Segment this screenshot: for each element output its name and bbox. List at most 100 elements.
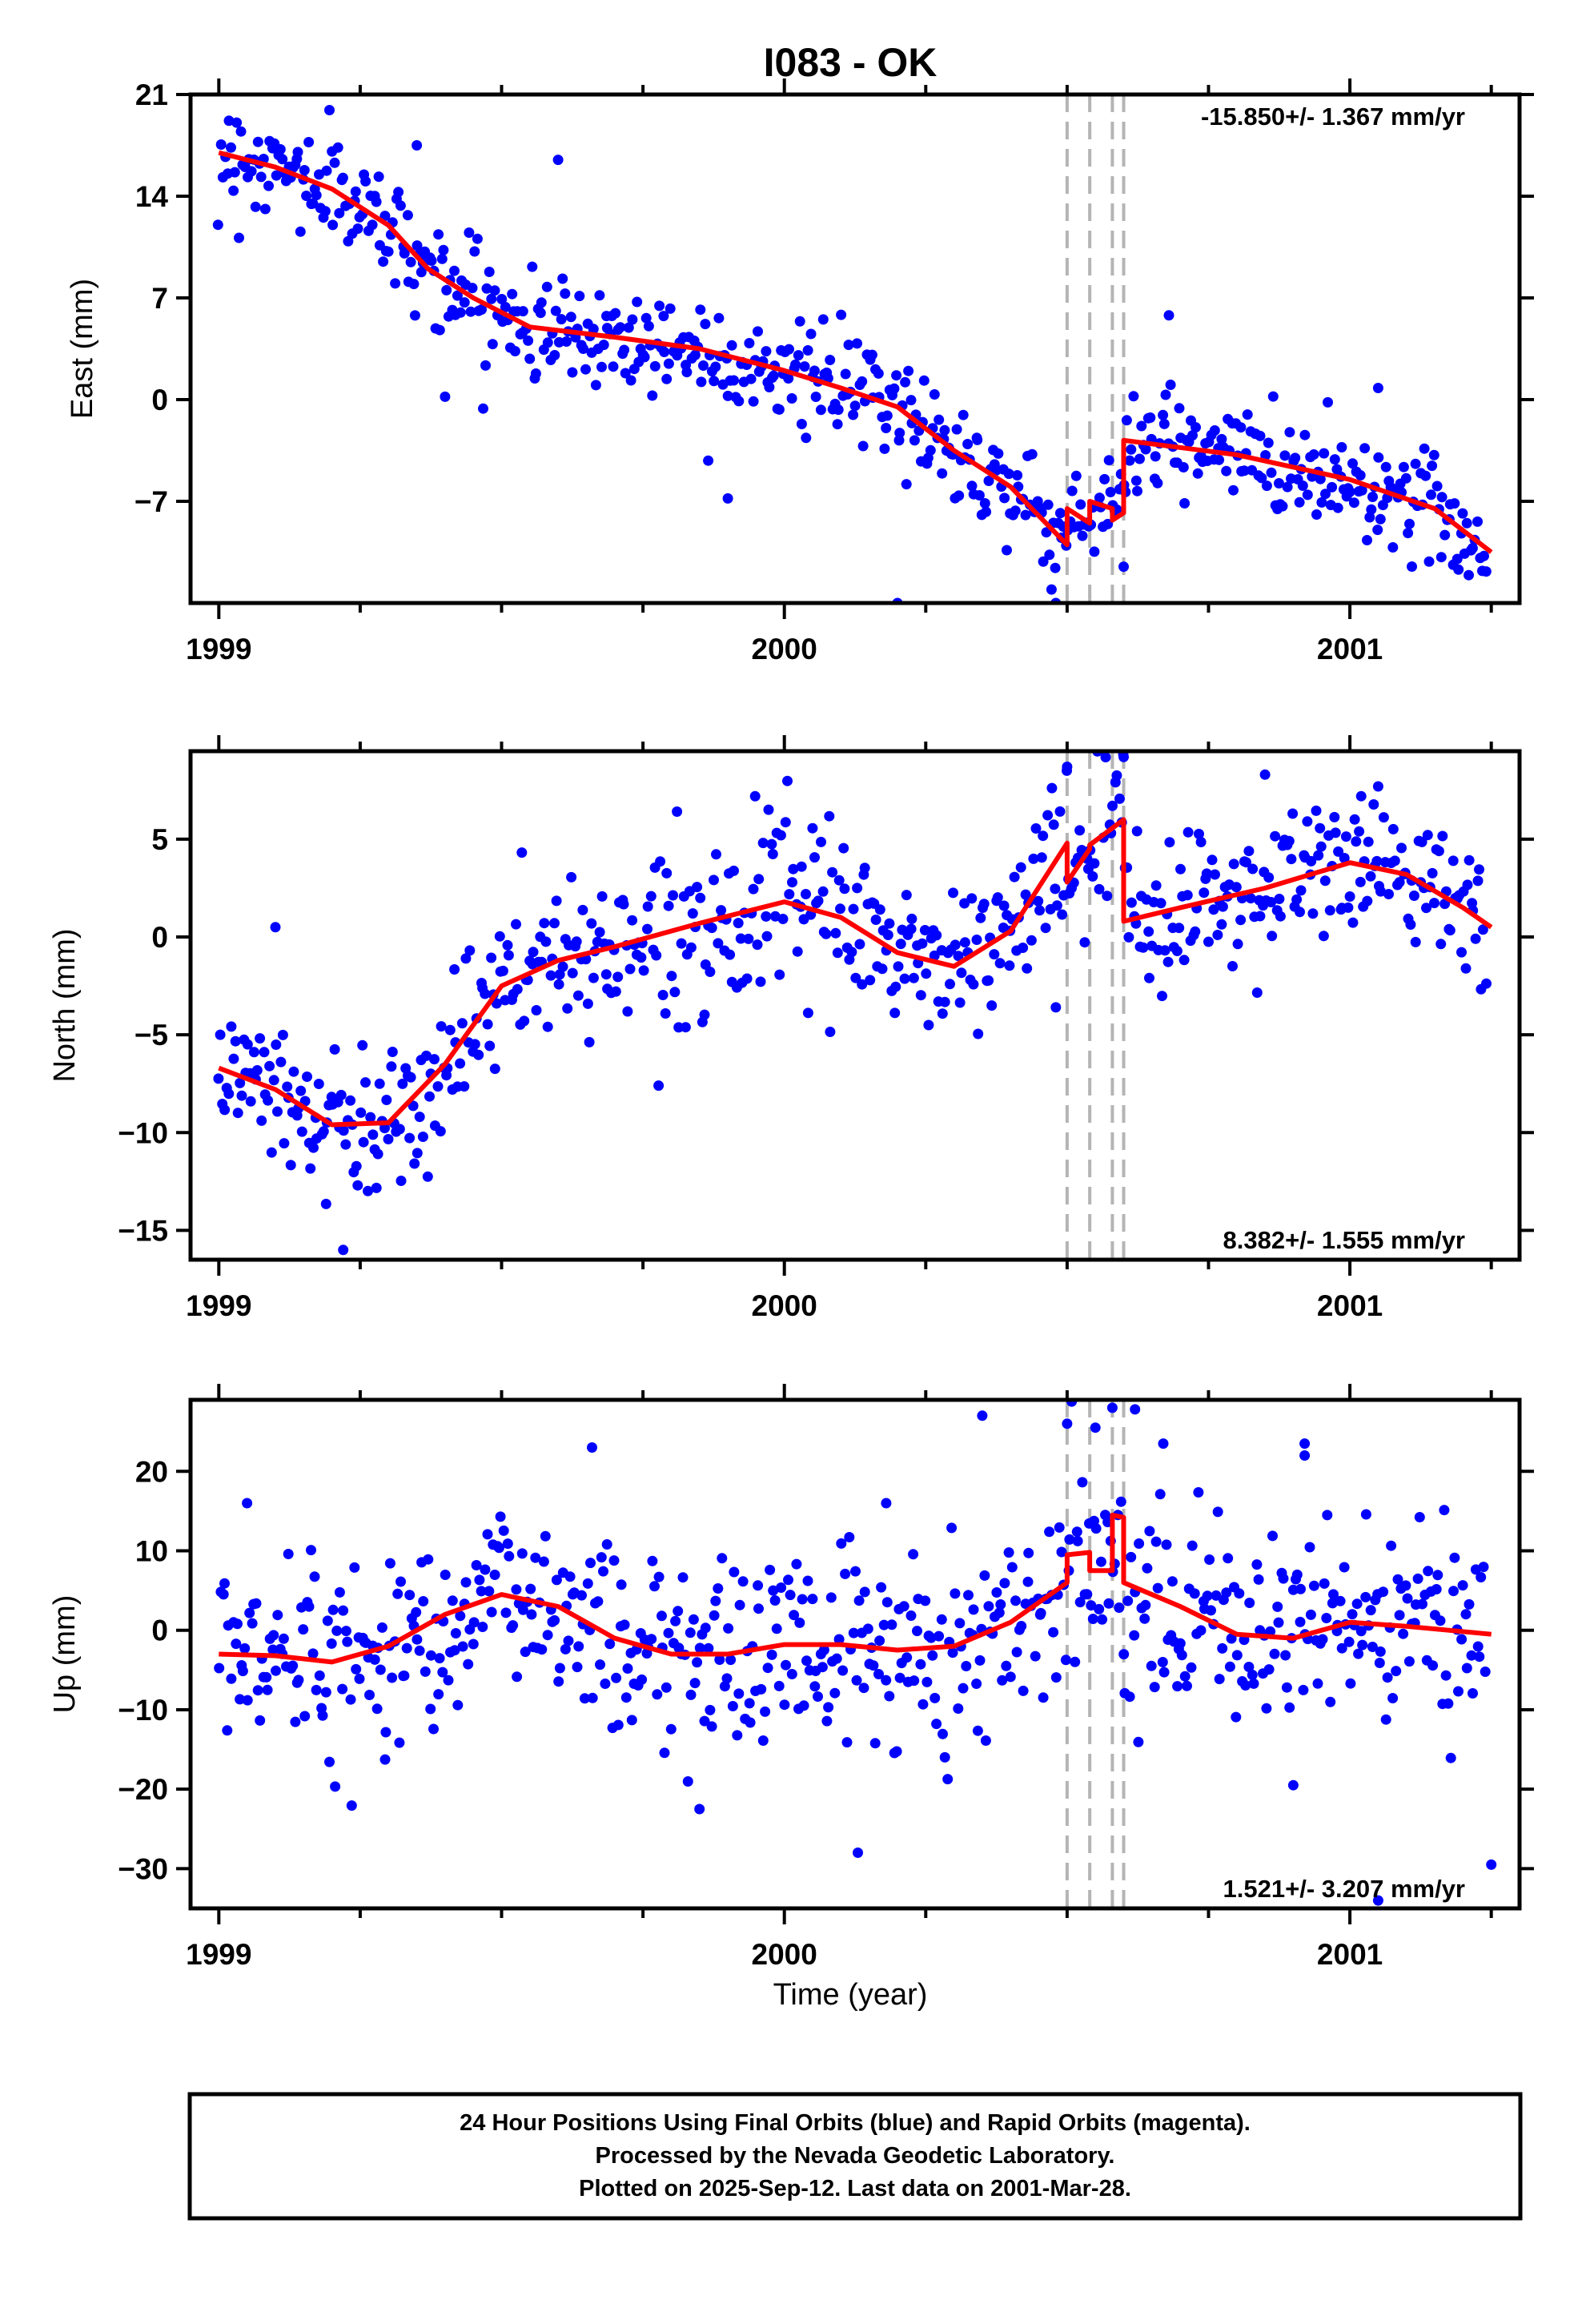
data-point: [1445, 1752, 1456, 1763]
data-point: [1216, 433, 1227, 444]
data-point: [816, 836, 826, 847]
data-point: [1263, 872, 1275, 883]
y-axis-label-east: East (mm): [66, 279, 99, 419]
data-point: [1290, 452, 1301, 464]
data-point: [588, 324, 599, 335]
data-point: [502, 1538, 513, 1550]
data-point: [585, 1558, 596, 1569]
data-point: [1255, 430, 1266, 441]
data-point: [1313, 850, 1324, 861]
data-point: [1182, 1680, 1192, 1691]
data-point: [313, 1079, 324, 1089]
data-point: [1431, 480, 1443, 492]
data-point: [729, 1566, 740, 1578]
data-point: [494, 1542, 504, 1554]
data-point: [571, 936, 582, 947]
footer-line-3: Plotted on 2025-Sep-12. Last data on 200…: [579, 2176, 1131, 2201]
data-point: [1231, 882, 1242, 893]
data-point: [1291, 894, 1303, 905]
data-point: [1155, 898, 1166, 909]
data-point: [248, 1047, 259, 1058]
x-tick-label: 2001: [1317, 1289, 1383, 1322]
panel-up: 20 10 0 −10 −20 −30 1999 2000 2001 Up (mm) 1.521+/…: [48, 1384, 1534, 1971]
data-point: [748, 396, 759, 407]
data-point: [610, 986, 621, 997]
data-point: [517, 306, 528, 317]
data-point: [1079, 937, 1090, 948]
data-point: [696, 376, 707, 388]
data-point: [881, 1675, 892, 1686]
data-point: [270, 922, 281, 933]
data-point: [393, 187, 404, 198]
data-point: [1166, 1576, 1178, 1587]
data-point: [1231, 1650, 1243, 1661]
data-point: [542, 337, 553, 348]
data-point: [721, 1673, 733, 1684]
data-point: [601, 1539, 612, 1550]
data-point: [1378, 812, 1389, 823]
data-point: [436, 253, 448, 264]
data-point: [551, 895, 562, 907]
data-point: [355, 1107, 367, 1118]
data-point: [757, 1735, 769, 1746]
data-point: [647, 1555, 658, 1566]
data-point: [1040, 923, 1051, 934]
data-point: [1319, 1578, 1330, 1589]
data-point: [1154, 1489, 1166, 1500]
data-point: [825, 1027, 836, 1037]
data-point: [266, 1147, 277, 1158]
data-point: [330, 1781, 341, 1792]
data-point: [950, 939, 961, 951]
data-point: [1433, 846, 1444, 857]
data-point: [512, 983, 523, 995]
data-point: [1103, 1598, 1114, 1609]
data-point: [1071, 1526, 1082, 1538]
data-point: [496, 294, 508, 304]
y-axis-label-north: North (mm): [48, 928, 82, 1082]
fit-line-north: [218, 817, 1493, 1128]
data-point: [1231, 1711, 1242, 1723]
data-point: [927, 1650, 938, 1661]
data-point: [473, 1049, 484, 1060]
data-point: [756, 1683, 767, 1695]
data-point: [974, 1655, 986, 1666]
data-point: [309, 1571, 320, 1582]
scatter-points-north: [213, 751, 1492, 1256]
data-point: [405, 1072, 416, 1083]
data-point: [322, 1615, 333, 1626]
data-point: [232, 1108, 243, 1119]
data-point: [371, 1182, 382, 1193]
data-point: [994, 1607, 1005, 1618]
scatter-points-up: [214, 1400, 1497, 1906]
data-point: [1026, 448, 1038, 460]
data-point: [1191, 422, 1201, 433]
data-point: [1472, 516, 1483, 527]
data-point: [1315, 473, 1326, 485]
data-point: [405, 256, 416, 267]
data-point: [1046, 584, 1057, 595]
data-point: [1447, 855, 1459, 866]
data-point: [1287, 808, 1299, 819]
data-point: [1263, 1664, 1275, 1675]
data-point: [619, 1619, 630, 1630]
data-point: [1060, 1655, 1071, 1666]
data-point: [587, 1442, 597, 1453]
panel-north: 5 0 −5 −10 −15 1999 2000 2001 North (mm) 8.382+/-…: [48, 735, 1534, 1322]
data-point: [796, 419, 807, 429]
data-point: [553, 1676, 564, 1687]
data-point: [640, 312, 652, 324]
data-point: [577, 904, 588, 915]
data-point: [1070, 470, 1082, 481]
data-point: [1435, 939, 1447, 950]
panel-east: 21 14 7 0 −7 1999 2000 2001 East (mm) -15.850+/- …: [66, 78, 1534, 665]
data-point: [1077, 1477, 1088, 1488]
data-point: [311, 190, 322, 201]
data-point: [1121, 415, 1132, 426]
data-point: [1400, 472, 1411, 484]
data-point: [527, 261, 538, 272]
data-point: [757, 838, 769, 849]
data-point: [452, 1699, 464, 1711]
data-point: [1172, 1681, 1183, 1692]
data-point: [1034, 905, 1045, 916]
data-point: [865, 975, 876, 986]
